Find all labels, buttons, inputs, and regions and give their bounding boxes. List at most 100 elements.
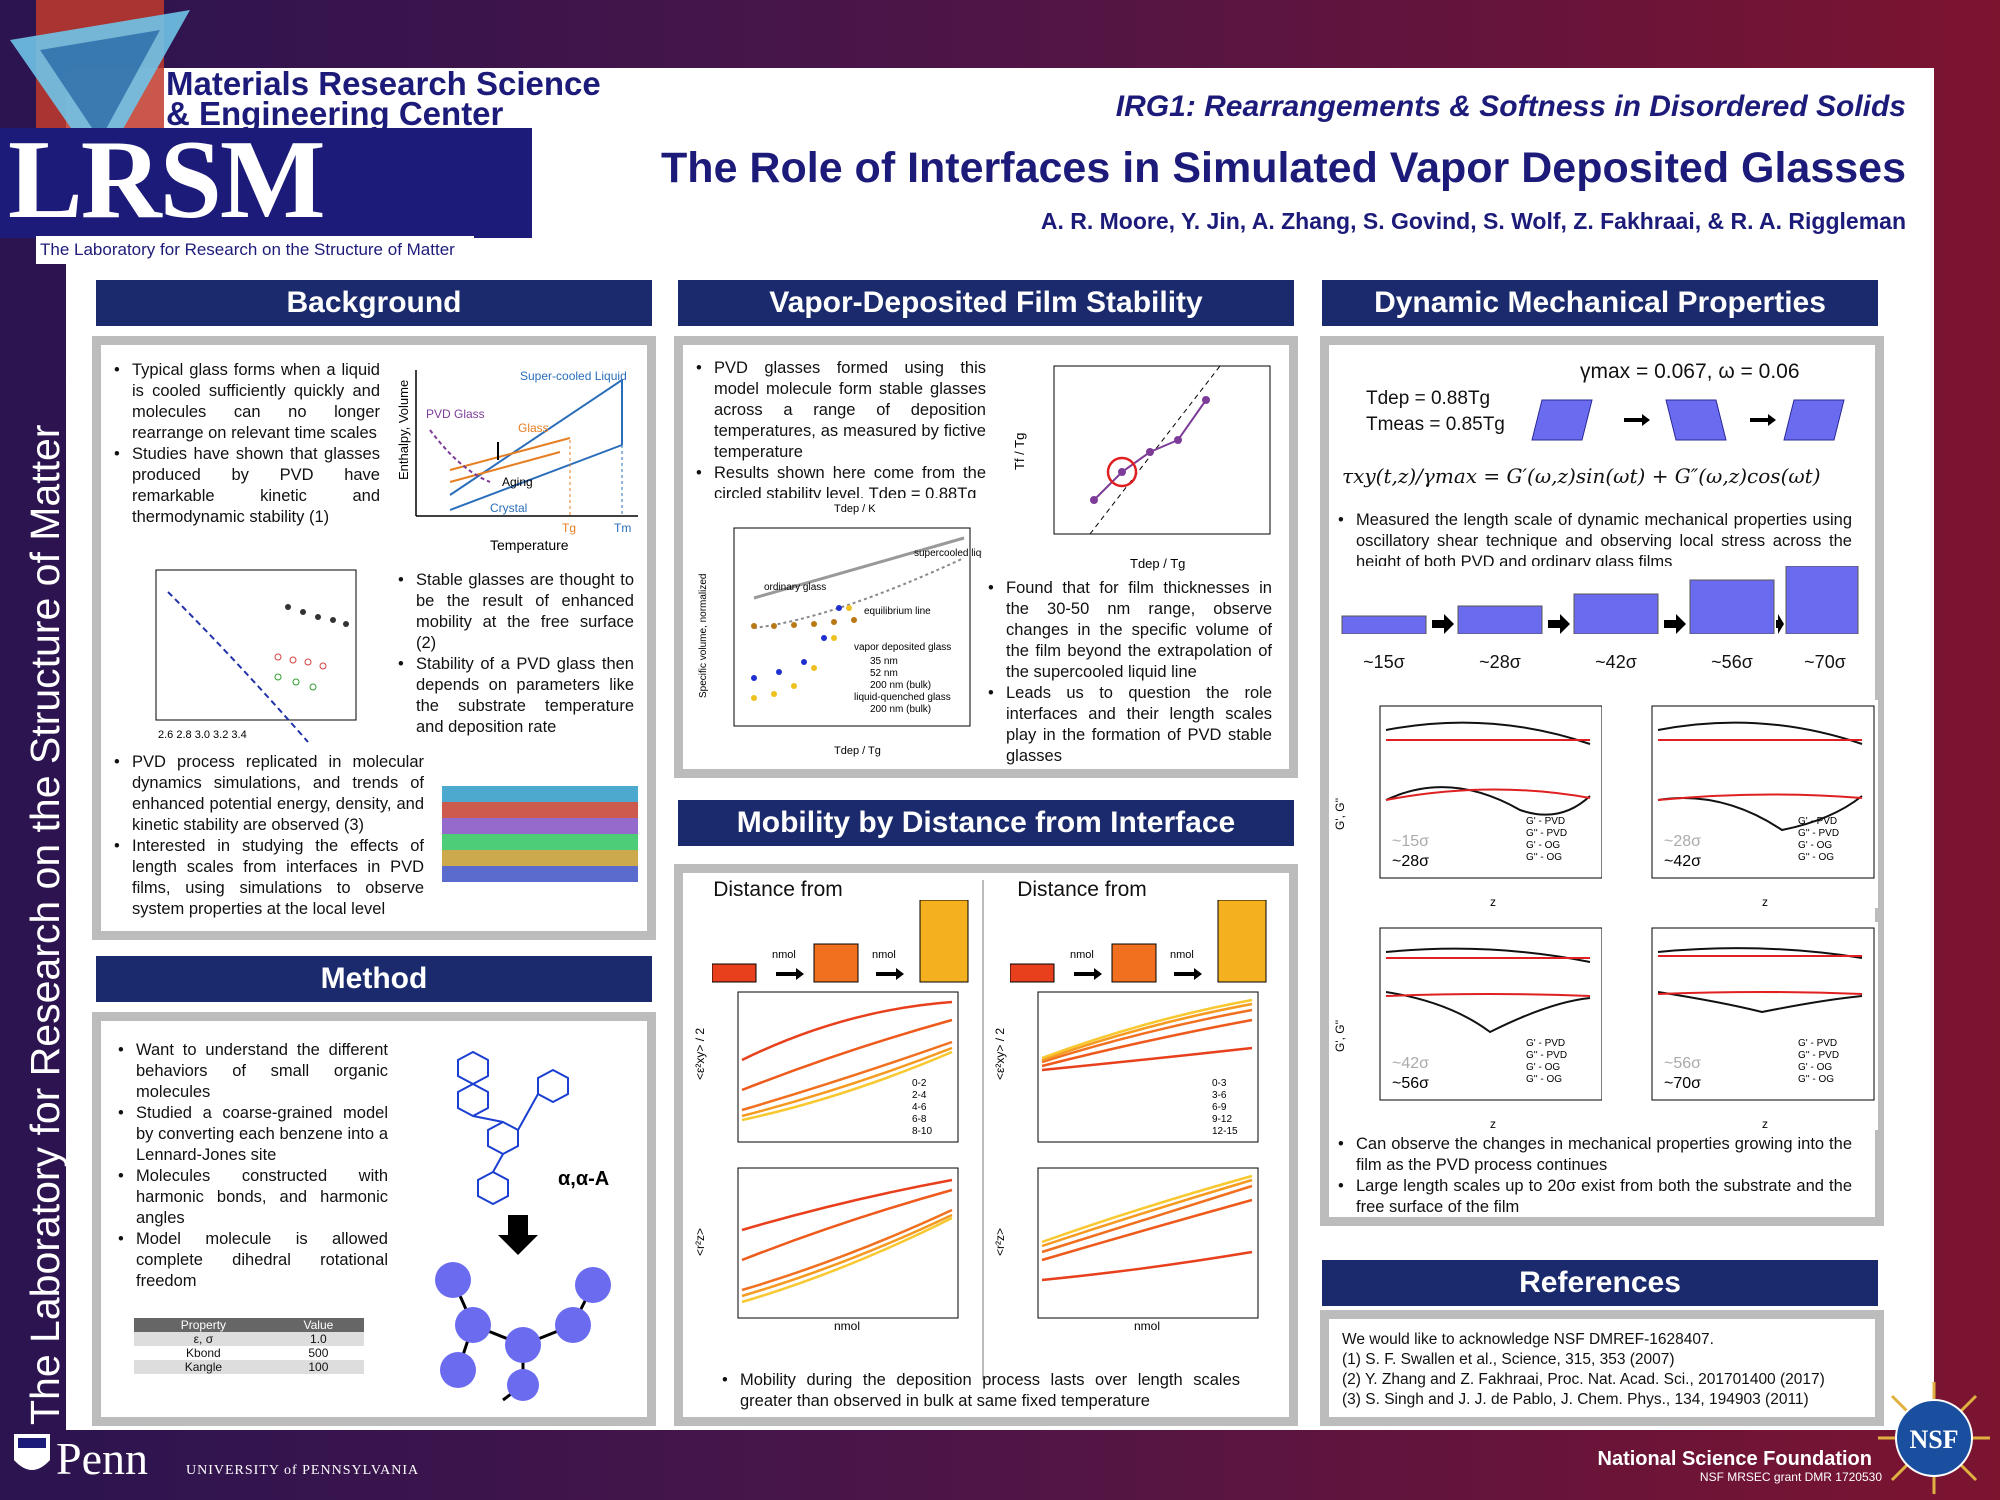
modulus-plot-3: G', G'' z ~42σ ~56σ G' - PVD G'' - PVD G' … — [1330, 922, 1606, 1130]
diffusion-plot: 2.6 2.8 3.0 3.2 3.4 — [108, 562, 394, 752]
diagram-ylabel: Enthalpy, Volume — [396, 380, 411, 480]
parameter-table: Property Value ε, σ 1.0 Kbond 500 Kangle 100 — [134, 1318, 364, 1374]
background-text-bottom: PVD process replicated in molecular dyna… — [112, 752, 424, 920]
nsf-logo-icon: NSF — [1878, 1382, 1990, 1494]
irg-label: IRG1: Rearrangements & Softness in Disor… — [1115, 90, 1906, 123]
mobility-text: Mobility during the deposition process l… — [720, 1370, 1240, 1412]
modulus-xlabel: z — [1762, 1117, 1768, 1130]
snapshot-label-5: ~70σ — [1804, 652, 1846, 672]
modulus-ylabel: G', G'' — [1333, 1020, 1347, 1052]
legend-sub-1: 3-6 — [1212, 1090, 1227, 1101]
table-cell: 100 — [308, 1360, 329, 1374]
volume-ordinary-label: ordinary glass — [764, 582, 826, 593]
diagram-crystal-label: Crystal — [490, 501, 527, 515]
lab-name-bar — [36, 236, 474, 264]
nmol-arrow-label: nmol — [772, 949, 796, 961]
modulus-grey-label: ~15σ — [1392, 833, 1429, 850]
nmol-arrow-label: nmol — [872, 949, 896, 961]
method-bullet-1: Want to understand the different behavio… — [116, 1040, 388, 1103]
table-cell: Kangle — [184, 1360, 223, 1374]
molecule-label: α,α-A — [558, 1168, 609, 1190]
legend-g2: G'' - PVD — [1526, 828, 1567, 839]
modulus-xlabel: z — [1762, 895, 1768, 908]
method-text: Want to understand the different behavio… — [116, 1040, 388, 1292]
background-bullet-2: Studies have shown that glasses produced… — [112, 444, 380, 528]
molecule-figure: α,α-A — [398, 1030, 638, 1410]
table-cell: Kbond — [186, 1346, 221, 1360]
volume-legend-4: 200 nm (bulk) — [870, 704, 931, 715]
mobility-free-ylabel-bottom: <r²z> — [694, 1228, 707, 1256]
legend-g4: G'' - OG — [1526, 1074, 1562, 1085]
table-cell: 1.0 — [310, 1332, 327, 1346]
legend-g2: G'' - PVD — [1526, 1050, 1567, 1061]
method-bullet-3: Molecules constructed with harmonic bond… — [116, 1166, 388, 1229]
snapshot-label-1: ~15σ — [1363, 652, 1405, 672]
penn-wordmark: Penn — [56, 1433, 148, 1484]
nsf-logo-text: NSF — [1909, 1425, 1958, 1454]
legend-g1: G' - PVD — [1798, 1038, 1837, 1049]
background-bullet-4: Stability of a PVD glass then depends on… — [396, 654, 634, 738]
modulus-grey-label: ~56σ — [1664, 1055, 1701, 1072]
fictive-temperature-plot: Tf / Tg Tdep / Tg — [1010, 360, 1280, 574]
legend-free-3: 6-8 — [912, 1114, 927, 1125]
legend-free-0: 0-2 — [912, 1078, 927, 1089]
volume-ylabel: Specific volume, normalized — [698, 574, 709, 699]
stability-header: Vapor-Deposited Film Stability — [678, 280, 1294, 326]
background-bullet-3: Stable glasses are thought to be the res… — [396, 570, 634, 654]
shear-schematic — [1528, 390, 1864, 452]
legend-free-2: 4-6 — [912, 1102, 927, 1113]
lab-name: The Laboratory for Research on the Struc… — [40, 240, 455, 259]
modulus-xlabel: z — [1490, 895, 1496, 908]
table-header-property: Property — [180, 1318, 227, 1332]
tdep-label: Tdep = 0.88Tg — [1366, 388, 1491, 409]
mobility-sub-xlabel: nmol — [1134, 1319, 1160, 1330]
modulus-black-label: ~42σ — [1664, 853, 1701, 870]
volume-vapor-label: vapor deposited glass — [854, 642, 951, 653]
modulus-grey-label: ~28σ — [1664, 833, 1701, 850]
volume-equilibrium-label: equilibrium line — [864, 606, 931, 617]
stability-bullet-1: PVD glasses formed using this model mole… — [694, 358, 986, 463]
background-bullet-6: Interested in studying the effects of le… — [112, 836, 424, 920]
modulus-plot-1: G', G'' z ~15σ ~28σ G' - PVD G'' - PVD G' … — [1330, 700, 1606, 908]
diagram-aging-label: Aging — [502, 475, 533, 489]
volume-supercooled-label: supercooled liquid — [914, 548, 982, 559]
modulus-ylabel: G', G'' — [1333, 798, 1347, 830]
table-cell: ε, σ — [193, 1332, 214, 1346]
mobility-header: Mobility by Distance from Interface — [678, 800, 1294, 846]
mobility-sub-ylabel-top: <ε²xy> / 2 — [994, 1028, 1007, 1080]
modulus-black-label: ~56σ — [1392, 1075, 1429, 1092]
authors: A. R. Moore, Y. Jin, A. Zhang, S. Govind… — [1040, 208, 1906, 234]
mobility-free-xlabel: nmol — [834, 1319, 860, 1330]
table-header-value: Value — [303, 1318, 334, 1332]
stability-bullet-3: Found that for film thicknesses in the 3… — [986, 578, 1272, 683]
modulus-plot-2: z ~28σ ~42σ G' - PVD G'' - PVD G' - OG G'' … — [1602, 700, 1878, 908]
free-surface-schematic: nmol nmol — [712, 900, 972, 988]
simulation-snapshot — [436, 764, 644, 888]
fictive-ylabel: Tf / Tg — [1012, 433, 1027, 470]
org-line-1: Materials Research Science — [166, 65, 601, 102]
diagram-glass-label: Glass — [518, 421, 549, 435]
vertical-lab-name: The Laboratory for Research on the Struc… — [22, 424, 68, 1425]
nmol-arrow-label: nmol — [1070, 949, 1094, 961]
modulus-grey-label: ~42σ — [1392, 1055, 1429, 1072]
nsf-name: National Science Foundation — [1597, 1448, 1872, 1470]
diagram-liquid-label: Super-cooled Liquid — [520, 369, 627, 383]
dynamic-bullet-1: Measured the length scale of dynamic mec… — [1336, 510, 1852, 573]
background-text-mid: Stable glasses are thought to be the res… — [396, 570, 634, 738]
stability-text-top: PVD glasses formed using this model mole… — [694, 358, 986, 505]
modulus-plot-4: z ~56σ ~70σ G' - PVD G'' - PVD G' - OG G'' … — [1602, 922, 1878, 1130]
diffusion-x-tick: 2.6 2.8 3.0 3.2 3.4 — [158, 729, 247, 741]
method-bullet-4: Model molecule is allowed complete dihed… — [116, 1229, 388, 1292]
mobility-bullet: Mobility during the deposition process l… — [720, 1370, 1240, 1412]
background-text-top: Typical glass forms when a liquid is coo… — [112, 360, 380, 528]
shear-equation: τxy(t,z)/γmax = G′(ω,z)sin(ωt) + G″(ω,z)… — [1342, 464, 1821, 488]
dynamic-bullet-3: Large length scales up to 20σ exist from… — [1336, 1176, 1852, 1218]
snapshot-label-2: ~28σ — [1479, 652, 1521, 672]
modulus-black-label: ~70σ — [1664, 1075, 1701, 1092]
substrate-schematic: nmol nmol — [1010, 900, 1270, 988]
reference-1: (1) S. F. Swallen et al., Science, 315, … — [1342, 1351, 1675, 1368]
dynamic-text-top: Measured the length scale of dynamic mec… — [1336, 510, 1852, 573]
nsf-grant: NSF MRSEC grant DMR 1720530 — [1699, 1470, 1882, 1484]
penn-shield-icon — [14, 1434, 50, 1470]
modulus-black-label: ~28σ — [1392, 853, 1429, 870]
